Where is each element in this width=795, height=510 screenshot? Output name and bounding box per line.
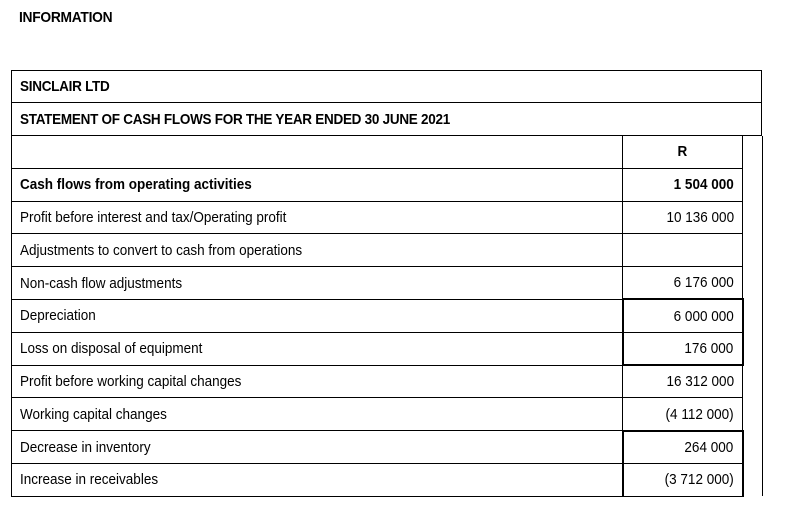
row-label: Non-cash flow adjustments	[11, 266, 623, 300]
row-amount-text: (3 712 000)	[664, 471, 734, 489]
row-amount-text: (4 112 000)	[665, 405, 734, 423]
row-label: Cash flows from operating activities	[11, 167, 623, 202]
statement-title: STATEMENT OF CASH FLOWS FOR THE YEAR END…	[20, 110, 450, 128]
spacer-cell	[742, 201, 763, 234]
spacer-cell	[742, 135, 763, 169]
table-row: Profit before interest and tax/Operating…	[11, 200, 763, 235]
row-amount: 10 136 000	[622, 200, 743, 235]
row-label: Increase in receivables	[11, 462, 623, 497]
row-amount: (3 712 000)	[621, 462, 744, 497]
row-amount: 176 000	[621, 331, 744, 367]
cash-flow-table: R Cash flows from operating activities 1…	[11, 135, 763, 497]
currency-header: R	[677, 143, 688, 161]
company-name: SINCLAIR LTD	[20, 78, 110, 95]
row-amount: 1 504 000	[622, 167, 743, 202]
table-row: Decrease in inventory 264 000	[11, 429, 763, 464]
row-amount-text: 1 504 000	[673, 176, 734, 194]
row-amount-text: 10 136 000	[666, 208, 734, 226]
row-amount-text: 6 000 000	[673, 307, 734, 325]
row-label-text: Profit before working capital changes	[20, 372, 242, 390]
row-amount-text: 264 000	[684, 438, 734, 456]
spacer-cell	[742, 430, 763, 464]
row-label-text: Non-cash flow adjustments	[20, 274, 183, 292]
row-amount-text: 6 176 000	[673, 274, 734, 292]
spacer-cell	[742, 463, 763, 497]
row-label: Decrease in inventory	[11, 430, 623, 464]
table-row: Non-cash flow adjustments 6 176 000	[11, 266, 763, 300]
row-amount-text: 16 312 000	[666, 373, 734, 391]
row-label: Profit before interest and tax/Operating…	[11, 200, 623, 235]
description-header-cell	[11, 135, 623, 169]
table-row: Adjustments to convert to cash from oper…	[11, 233, 763, 268]
spacer-cell	[742, 233, 763, 267]
spacer-cell	[742, 299, 763, 333]
spacer-cell	[742, 168, 763, 202]
page-heading: INFORMATION	[19, 9, 113, 26]
row-amount: 6 176 000	[622, 266, 743, 300]
table-row: Profit before working capital changes 16…	[11, 364, 763, 399]
table-row: Increase in receivables (3 712 000)	[11, 462, 763, 497]
row-label-text: Profit before interest and tax/Operating…	[20, 208, 287, 226]
row-label: Adjustments to convert to cash from oper…	[11, 233, 623, 268]
currency-header-cell: R	[622, 135, 743, 169]
table-header-row: R	[11, 135, 763, 169]
row-amount: 264 000	[621, 429, 744, 464]
row-label-text: Increase in receivables	[20, 471, 159, 489]
row-label-text: Decrease in inventory	[20, 438, 151, 456]
row-amount: 6 000 000	[621, 298, 744, 333]
row-label: Profit before working capital changes	[11, 364, 623, 399]
spacer-cell	[742, 365, 763, 398]
spacer-cell	[742, 266, 763, 300]
statement-header: SINCLAIR LTD STATEMENT OF CASH FLOWS FOR…	[11, 70, 762, 136]
row-label: Loss on disposal of equipment	[11, 331, 623, 366]
spacer-cell	[742, 397, 763, 431]
row-label-text: Loss on disposal of equipment	[20, 340, 203, 358]
company-name-row: SINCLAIR LTD	[12, 71, 761, 103]
row-label: Working capital changes	[11, 397, 623, 432]
row-label-text: Working capital changes	[20, 405, 167, 423]
table-row: Depreciation 6 000 000	[11, 298, 763, 333]
row-amount: (4 112 000)	[622, 397, 743, 432]
row-label-text: Cash flows from operating activities	[20, 176, 252, 194]
table-row: Loss on disposal of equipment 176 000	[11, 331, 763, 367]
table-row: Cash flows from operating activities 1 5…	[11, 167, 763, 202]
row-amount	[622, 233, 743, 268]
row-amount-text: 176 000	[684, 339, 734, 357]
statement-title-row: STATEMENT OF CASH FLOWS FOR THE YEAR END…	[12, 103, 761, 135]
row-label-text: Depreciation	[20, 307, 96, 325]
row-amount: 16 312 000	[622, 364, 743, 399]
table-row: Working capital changes (4 112 000)	[11, 397, 763, 432]
spacer-cell	[742, 332, 763, 366]
row-label-text: Adjustments to convert to cash from oper…	[20, 241, 303, 259]
row-label: Depreciation	[11, 298, 623, 333]
